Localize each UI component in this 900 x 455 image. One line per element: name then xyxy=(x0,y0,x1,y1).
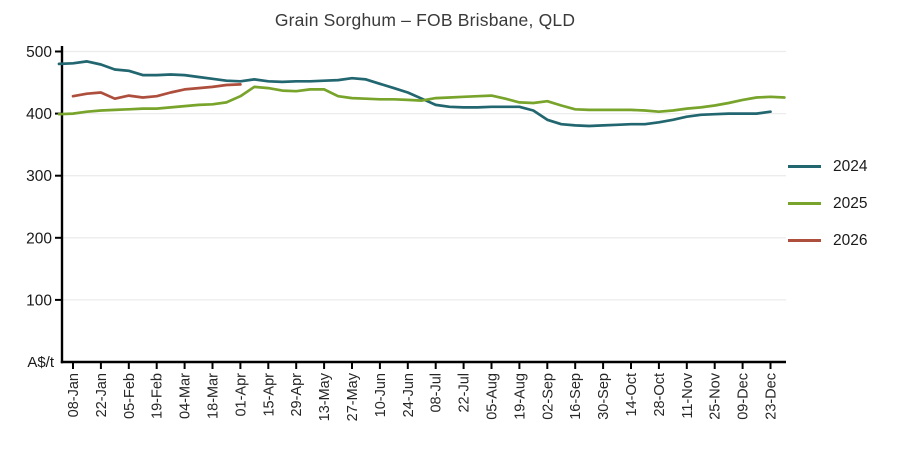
x-tick-label: 24-Jun xyxy=(401,373,417,417)
x-tick-label: 04-Mar xyxy=(178,373,194,419)
legend-item-2026: 2026 xyxy=(788,222,867,259)
x-tick-label: 02-Sep xyxy=(540,373,556,420)
x-tick-label: 14-Oct xyxy=(624,373,640,417)
x-tick-label: 30-Sep xyxy=(596,373,612,420)
series-line-2026 xyxy=(71,83,242,101)
x-tick-label: 05-Feb xyxy=(122,373,138,419)
x-tick-label: 19-Aug xyxy=(512,373,528,420)
y-tick-label: 200 xyxy=(26,230,52,247)
legend-swatch-2025 xyxy=(788,202,821,205)
x-tick-label: 19-Feb xyxy=(150,373,166,419)
y-tick-label: 100 xyxy=(26,292,52,309)
series-line-2025 xyxy=(57,85,786,116)
legend-swatch-2026 xyxy=(788,239,821,242)
x-tick-label: 16-Sep xyxy=(568,373,584,420)
x-tick-label: 13-May xyxy=(317,372,333,421)
y-tick-label: 400 xyxy=(26,106,52,123)
x-tick-label: 05-Aug xyxy=(485,373,501,420)
series-line-2024 xyxy=(57,60,772,128)
x-tick-label: 22-Jan xyxy=(94,373,110,417)
legend-label: 2024 xyxy=(833,157,868,175)
x-tick-label: 23-Dec xyxy=(764,373,780,420)
x-tick-label: 01-Apr xyxy=(233,373,249,417)
y-tick-label: 500 xyxy=(26,44,52,61)
legend: 2024 2025 2026 xyxy=(788,148,867,259)
legend-label: 2026 xyxy=(833,231,868,249)
x-tick-label: 11-Nov xyxy=(680,372,696,418)
x-tick-label: 27-May xyxy=(345,372,361,421)
chart-title: Grain Sorghum – FOB Brisbane, QLD xyxy=(274,10,576,30)
x-tick-label: 08-Jul xyxy=(429,373,445,413)
x-tick-label: 10-Jun xyxy=(373,373,389,417)
legend-item-2024: 2024 xyxy=(788,148,867,185)
x-tick-label: 15-Apr xyxy=(261,373,277,417)
x-tick-label: 22-Jul xyxy=(457,373,473,413)
y-tick-label: 300 xyxy=(26,168,52,185)
legend-item-2025: 2025 xyxy=(788,185,867,222)
x-tick-label: 08-Jan xyxy=(66,373,82,417)
x-tick-label: 25-Nov xyxy=(708,372,724,419)
legend-label: 2025 xyxy=(833,194,868,212)
x-tick-label: 28-Oct xyxy=(652,373,668,417)
x-tick-label: 18-Mar xyxy=(206,373,222,419)
x-tick-label: 09-Dec xyxy=(736,373,752,420)
legend-swatch-2024 xyxy=(788,165,821,168)
x-tick-label: 29-Apr xyxy=(289,373,305,417)
y-axis-unit-label: A$/t xyxy=(27,354,55,371)
